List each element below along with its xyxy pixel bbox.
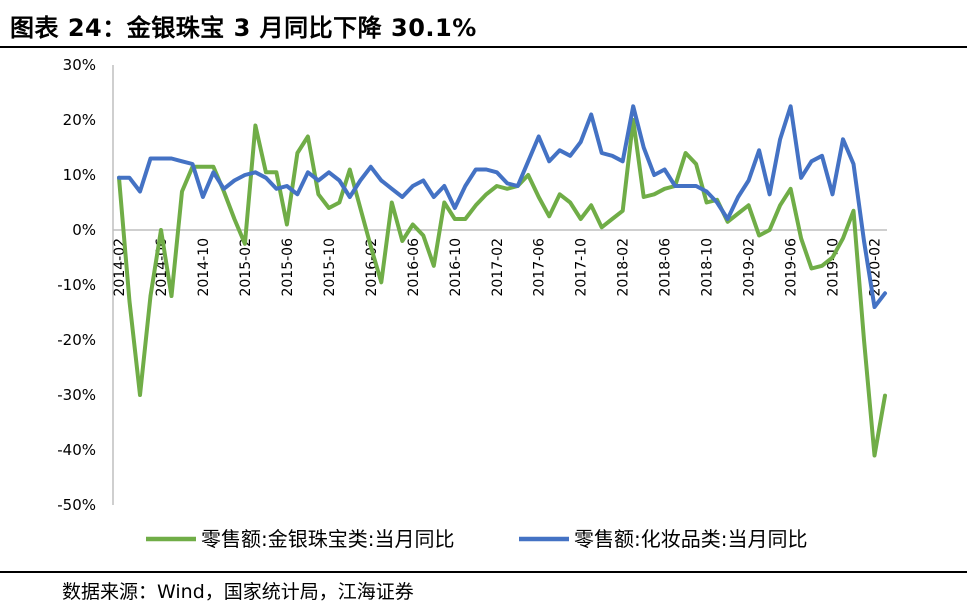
top-rule — [0, 46, 967, 48]
legend-label-jewelry: 零售额:金银珠宝类:当月同比 — [201, 527, 454, 551]
series-line-cosmetics — [117, 104, 887, 309]
x-tick-label: 2015-10 — [322, 238, 338, 297]
x-tick-label: 2019-06 — [784, 238, 800, 297]
legend: 零售额:金银珠宝类:当月同比 零售额:化妆品类:当月同比 — [146, 527, 807, 551]
y-tick-label: 20% — [63, 111, 96, 129]
x-tick-label: 2016-06 — [406, 238, 422, 297]
y-axis: 30% 20% 10% 0% -10% -20% -30% -40% -50% — [57, 56, 114, 514]
x-tick-label: 2015-06 — [280, 238, 296, 297]
y-tick-label: -30% — [57, 386, 96, 404]
x-axis: 2014-02 2014-06 2014-10 2015-02 2015-06 2015-… — [112, 229, 887, 297]
x-tick-label: 2016-02 — [364, 238, 380, 297]
y-tick-label: 10% — [63, 166, 96, 184]
x-tick-label: 2014-10 — [196, 238, 212, 297]
chart-title: 图表 24：金银珠宝 3 月同比下降 30.1% — [10, 14, 477, 42]
bottom-rule — [0, 571, 967, 573]
y-tick-label: -40% — [57, 441, 96, 459]
x-tick-label: 2017-10 — [574, 238, 590, 297]
x-tick-label: 2018-02 — [616, 238, 632, 297]
x-tick-label: 2016-10 — [448, 238, 464, 297]
source-note: 数据来源：Wind，国家统计局，江海证券 — [62, 581, 414, 603]
x-tick-label: 2018-06 — [658, 238, 674, 297]
series-line-jewelry — [117, 118, 887, 458]
x-tick-label: 2017-06 — [532, 238, 548, 297]
y-tick-label: 30% — [63, 56, 96, 74]
y-tick-label: 0% — [72, 221, 96, 239]
x-tick-label: 2019-02 — [742, 238, 758, 297]
line-chart: 30%20%10%0%-10%-20%-30%-40%-50% 2014-02 2… — [57, 56, 887, 551]
x-tick-label: 2018-10 — [700, 238, 716, 297]
y-tick-label: -10% — [57, 276, 96, 294]
x-tick-label: 2015-02 — [238, 238, 254, 297]
x-tick-label: 2017-02 — [490, 238, 506, 297]
legend-label-cosmetics: 零售额:化妆品类:当月同比 — [574, 527, 807, 551]
y-tick-label: -50% — [57, 496, 96, 514]
y-tick-label: -20% — [57, 331, 96, 349]
x-tick-label: 2019-10 — [826, 238, 842, 297]
